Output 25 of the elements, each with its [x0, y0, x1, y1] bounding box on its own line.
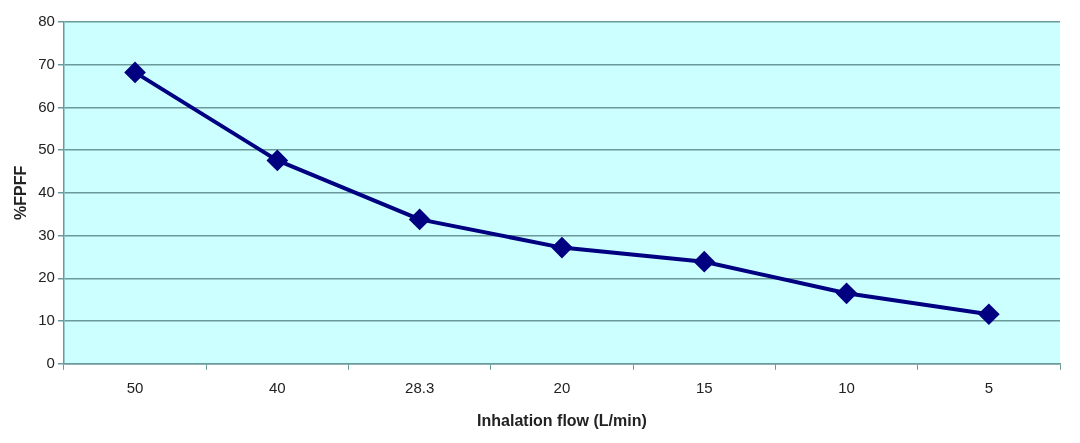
x-tick-label: 5 [984, 378, 994, 396]
point [551, 237, 572, 258]
point [694, 251, 715, 272]
y-tick-label: 30 [38, 225, 55, 243]
x-tick-label: 10 [838, 378, 855, 396]
x-tick-label: 40 [268, 378, 286, 396]
x-tick-label: 15 [695, 378, 713, 396]
y-tick-label: 70 [38, 54, 55, 72]
y-tick-label: 20 [38, 268, 55, 286]
x-tick-label: 20 [553, 378, 571, 396]
point [125, 62, 146, 83]
x-axis-title: Inhalation flow (L/min) [477, 411, 647, 429]
x-tick-label: 28.3 [405, 378, 435, 396]
y-tick-label: 0 [46, 353, 55, 371]
point [836, 283, 857, 304]
x-tick-label: 50 [126, 378, 144, 396]
y-tick-label: 40 [38, 183, 55, 201]
y-tick-label: 50 [38, 140, 55, 158]
y-tick-label: 60 [38, 97, 55, 115]
point [978, 304, 999, 325]
y-axis-title: %FPFF [12, 165, 30, 221]
y-tick-label: 80 [38, 12, 55, 30]
point [409, 209, 430, 230]
y-tick-label: 10 [38, 311, 55, 329]
point [267, 150, 288, 171]
